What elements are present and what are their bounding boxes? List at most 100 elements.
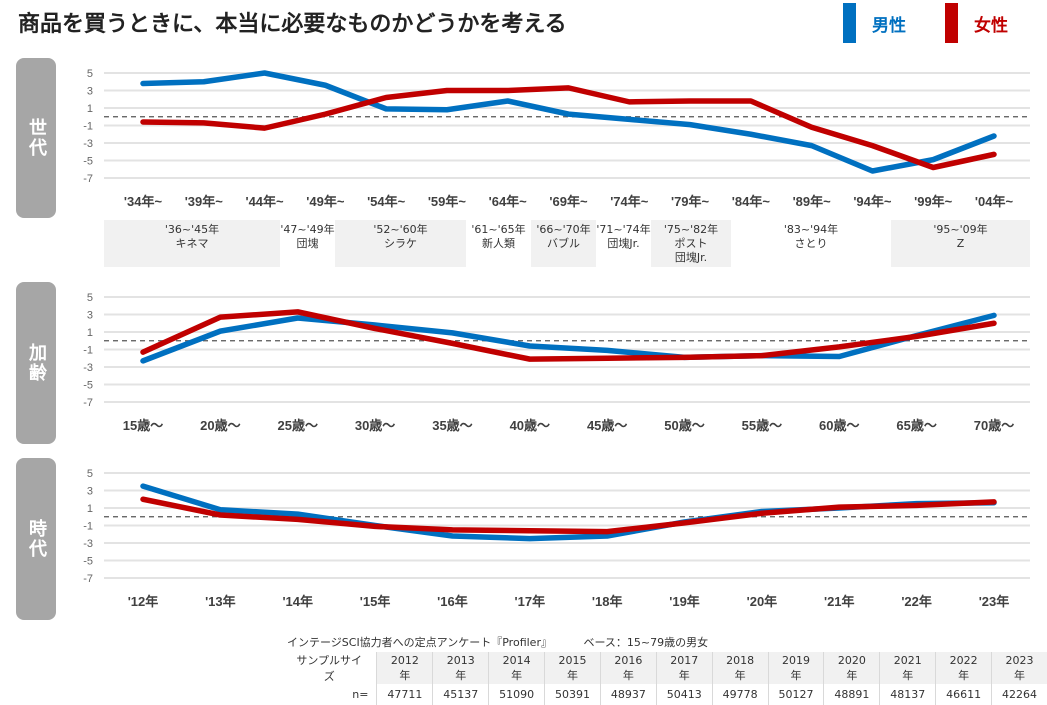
sample-n-cell: 45137 <box>433 684 489 705</box>
x-tick-label: '94年~ <box>853 194 892 209</box>
y-tick-label: -3 <box>83 362 93 374</box>
cohort-name-2: 団塊Jr. <box>651 251 731 265</box>
y-tick-label: -1 <box>83 121 93 133</box>
cohort-label: '47~'49年団塊 <box>280 220 335 267</box>
x-tick-label: '69年~ <box>549 194 588 209</box>
sample-n-cell: 51090 <box>489 684 545 705</box>
x-tick-label: '20年 <box>747 594 778 609</box>
cohort-name: Z <box>891 237 1030 251</box>
x-tick-label: '84年~ <box>732 194 771 209</box>
sample-n-cell: 50413 <box>656 684 712 705</box>
x-tick-label: 60歳～ <box>819 418 859 433</box>
x-tick-label: 35歳～ <box>432 418 472 433</box>
x-tick-label: '23年 <box>979 594 1010 609</box>
y-tick-label: 5 <box>87 292 93 304</box>
x-tick-label: '17年 <box>515 594 546 609</box>
cohort-name: 団塊 <box>280 237 335 251</box>
y-tick-label: 1 <box>87 327 93 339</box>
x-tick-label: '22年 <box>901 594 932 609</box>
series-line-female <box>143 499 994 531</box>
sample-year-cell: 2018年 <box>712 652 768 684</box>
cohort-years: '66~'70年 <box>531 223 596 237</box>
cohort-name: キネマ <box>104 237 280 251</box>
x-tick-label: '16年 <box>437 594 468 609</box>
y-tick-label: -7 <box>83 397 93 409</box>
x-tick-label: 65歳～ <box>896 418 936 433</box>
sample-n-cell: 48891 <box>824 684 880 705</box>
series-line-male <box>143 315 994 361</box>
cohort-label: '83~'94年さとり <box>731 220 891 267</box>
x-tick-label: '54年~ <box>367 194 406 209</box>
n-label: n= <box>284 684 377 705</box>
x-tick-label: '13年 <box>205 594 236 609</box>
y-tick-label: -3 <box>83 138 93 150</box>
sample-year-cell: 2016年 <box>600 652 656 684</box>
y-tick-label: 5 <box>87 468 93 480</box>
y-tick-label: -7 <box>83 573 93 585</box>
sample-n-cell: 50127 <box>768 684 824 705</box>
cohort-years: '52~'60年 <box>335 223 466 237</box>
cohort-years: '83~'94年 <box>731 223 891 237</box>
sample-n-cell: 49778 <box>712 684 768 705</box>
x-tick-label: 15歳～ <box>123 418 163 433</box>
sample-year-cell: 2015年 <box>545 652 601 684</box>
y-tick-label: 1 <box>87 103 93 115</box>
x-tick-label: '74年~ <box>610 194 649 209</box>
cohort-name: シラケ <box>335 237 466 251</box>
source-note: インテージSCI協力者への定点アンケート『Profiler』 ベース：15~79… <box>287 634 736 650</box>
sample-n-cell: 50391 <box>545 684 601 705</box>
x-tick-label: '34年~ <box>124 194 163 209</box>
x-tick-label: '04年~ <box>975 194 1014 209</box>
sample-year-cell: 2017年 <box>656 652 712 684</box>
cohort-years: '75~'82年 <box>651 223 731 237</box>
cohort-years: '95~'09年 <box>891 223 1030 237</box>
x-tick-label: '64年~ <box>489 194 528 209</box>
x-tick-label: '19年 <box>669 594 700 609</box>
sample-n-cell: 48137 <box>880 684 936 705</box>
y-tick-label: -1 <box>83 345 93 357</box>
cohort-name: ポスト <box>651 237 731 251</box>
cohort-label: '75~'82年ポスト団塊Jr. <box>651 220 731 267</box>
y-tick-label: -5 <box>83 156 93 168</box>
x-tick-label: '14年 <box>282 594 313 609</box>
x-tick-label: '79年~ <box>671 194 710 209</box>
source-base: ベース：15~79歳の男女 <box>583 636 708 649</box>
cohort-label: '71~'74年団塊Jr. <box>596 220 651 267</box>
sample-year-cell: 2021年 <box>880 652 936 684</box>
cohort-years: '61~'65年 <box>466 223 531 237</box>
x-tick-label: 25歳～ <box>277 418 317 433</box>
x-tick-label: 55歳～ <box>742 418 782 433</box>
cohort-years: '47~'49年 <box>280 223 335 237</box>
sample-year-cell: 2014年 <box>489 652 545 684</box>
y-tick-label: 3 <box>87 310 93 322</box>
x-tick-label: '49年~ <box>306 194 345 209</box>
sample-year-cell: 2022年 <box>936 652 992 684</box>
y-tick-label: 3 <box>87 486 93 498</box>
x-tick-label: '21年 <box>824 594 855 609</box>
sample-size-label: サンプルサイズ <box>284 652 377 684</box>
cohort-label: '66~'70年バブル <box>531 220 596 267</box>
sample-n-cell: 48937 <box>600 684 656 705</box>
series-line-female <box>143 312 994 359</box>
x-tick-label: '99年~ <box>914 194 953 209</box>
x-tick-label: '89年~ <box>793 194 832 209</box>
x-tick-label: 30歳～ <box>355 418 395 433</box>
x-tick-label: 70歳～ <box>974 418 1014 433</box>
cohort-name: 新人類 <box>466 237 531 251</box>
sample-year-cell: 2023年 <box>992 652 1047 684</box>
sample-n-cell: 47711 <box>377 684 433 705</box>
x-tick-label: 20歳～ <box>200 418 240 433</box>
sample-n-cell: 46611 <box>936 684 992 705</box>
x-tick-label: 40歳～ <box>510 418 550 433</box>
x-tick-label: 50歳～ <box>664 418 704 433</box>
y-tick-label: 3 <box>87 86 93 98</box>
x-tick-label: '18年 <box>592 594 623 609</box>
x-tick-label: '15年 <box>360 594 391 609</box>
cohort-label: '61~'65年新人類 <box>466 220 531 267</box>
x-tick-label: 45歳～ <box>587 418 627 433</box>
x-tick-label: '59年~ <box>428 194 467 209</box>
y-tick-label: -3 <box>83 538 93 550</box>
